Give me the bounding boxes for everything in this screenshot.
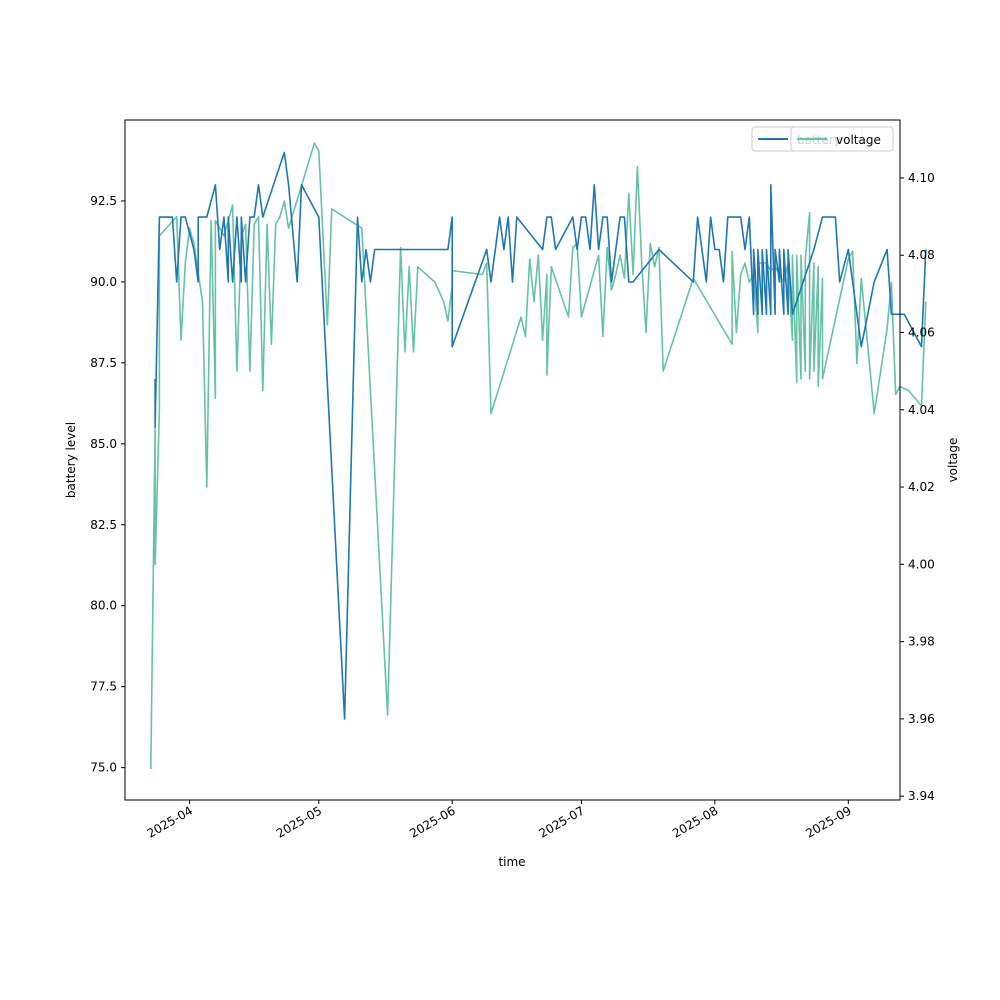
series-line-battery	[154, 151, 927, 720]
y2-axis-label: voltage	[946, 438, 960, 483]
legend-voltage: voltage	[790, 126, 894, 152]
y2-tick-label: 3.96	[908, 712, 935, 726]
y2-tick-label: 3.98	[908, 635, 935, 649]
y-tick-label: 87.5	[90, 356, 117, 370]
y-tick-label: 85.0	[90, 437, 117, 451]
y2-tick-label: 4.02	[908, 480, 935, 494]
y-tick-label: 80.0	[90, 599, 117, 613]
x-axis-label: time	[498, 855, 525, 869]
y-tick-label: 90.0	[90, 275, 117, 289]
y2-tick-label: 3.94	[908, 789, 935, 803]
plot-frame	[124, 119, 901, 801]
plot-lines	[150, 142, 927, 770]
y-tick-label: 92.5	[90, 194, 117, 208]
y2-tick-label: 4.06	[908, 326, 935, 340]
y-axis-ticks: 75.0 77.5 80.0 82.5 85.0 87.5 90.0 92.5	[90, 194, 125, 775]
y2-tick-label: 4.00	[908, 557, 935, 571]
y2-tick-label: 4.10	[908, 171, 935, 185]
legend-voltage-label: voltage	[836, 133, 881, 147]
y2-axis-ticks: 3.94 3.96 3.98 4.00 4.02 4.04 4.06 4.08 4.10	[900, 171, 935, 803]
y-axis-label: battery level	[64, 422, 78, 498]
y-tick-label: 82.5	[90, 518, 117, 532]
y2-tick-label: 4.04	[908, 403, 935, 417]
y2-tick-label: 4.08	[908, 248, 935, 262]
y-tick-label: 75.0	[90, 761, 117, 775]
y-tick-label: 77.5	[90, 680, 117, 694]
legend-voltage-box	[790, 126, 894, 152]
